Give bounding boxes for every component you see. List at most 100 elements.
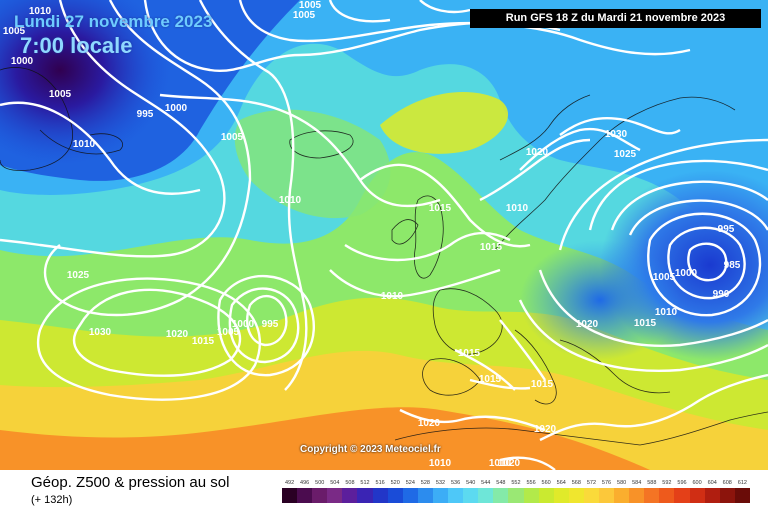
scale-label: 552 bbox=[511, 480, 521, 486]
scale-label: 496 bbox=[300, 480, 310, 486]
isobar-label: 1025 bbox=[67, 270, 90, 281]
scale-swatch bbox=[402, 488, 418, 503]
scale-swatch bbox=[432, 488, 449, 503]
scale-swatch bbox=[674, 488, 690, 503]
scale-label: 532 bbox=[435, 480, 446, 486]
scale-swatch bbox=[342, 488, 358, 503]
isobar-label: 1015 bbox=[479, 374, 502, 385]
scale-swatch bbox=[704, 488, 720, 503]
isobar-label: 1020 bbox=[534, 424, 557, 435]
isobar-label: 1015 bbox=[531, 379, 554, 390]
ridge-lime bbox=[380, 92, 509, 154]
isobar-label: 1000 bbox=[675, 268, 698, 279]
scale-label: 548 bbox=[496, 480, 506, 486]
isobar-label: 1030 bbox=[89, 327, 112, 338]
scale-swatch bbox=[463, 488, 479, 503]
isobar-label: 995 bbox=[137, 109, 154, 120]
isobar-label: 1015 bbox=[458, 348, 481, 359]
scale-label: 600 bbox=[692, 480, 702, 486]
scale-colors bbox=[282, 488, 750, 503]
isobar-label: 990 bbox=[713, 289, 730, 300]
isobar-label: 1010 bbox=[381, 291, 404, 302]
isobars bbox=[0, 0, 768, 470]
legend-footer: Géop. Z500 & pression au sol (+ 132h) 49… bbox=[0, 470, 768, 512]
isobar-label: 1020 bbox=[526, 147, 549, 158]
scale-swatch bbox=[478, 488, 494, 503]
scale-swatch bbox=[327, 488, 343, 503]
scale-swatch bbox=[644, 488, 660, 503]
scale-label: 516 bbox=[375, 480, 385, 486]
coastlines bbox=[0, 67, 768, 446]
scale-label: 596 bbox=[677, 480, 687, 486]
scale-label: 604 bbox=[707, 480, 717, 486]
scale-swatch bbox=[583, 488, 599, 503]
scale-swatch bbox=[297, 488, 313, 503]
scale-label: 544 bbox=[481, 480, 491, 486]
trough-east bbox=[520, 240, 680, 360]
forecast-time: 7:00 locale bbox=[20, 33, 133, 58]
isobar-label: 1005 bbox=[3, 26, 26, 37]
scale-swatch bbox=[523, 488, 539, 503]
isobar-label: 1015 bbox=[429, 203, 452, 214]
color-scale: 492 496 500 504 508 512 516 520 524 528 532 536 540 5… bbox=[282, 479, 750, 503]
isobar-label: 1000 bbox=[232, 319, 255, 330]
geopotential-map: 1010100510051005100010051010995100010051… bbox=[0, 0, 768, 470]
scale-label: 524 bbox=[405, 480, 415, 486]
isobar-label: 985 bbox=[724, 260, 741, 271]
scale-label: 608 bbox=[722, 480, 732, 486]
scale-swatch bbox=[448, 488, 464, 503]
scale-label: 576 bbox=[601, 480, 612, 486]
scale-swatch bbox=[598, 488, 615, 503]
copyright: Copyright © 2023 Meteociel.fr bbox=[300, 444, 441, 455]
scale-swatch bbox=[417, 488, 433, 503]
isobar-label: 1020 bbox=[166, 329, 189, 340]
scale-label: 612 bbox=[737, 480, 747, 486]
scale-labels: 492 496 500 504 508 512 516 520 524 528 532 536 540 5… bbox=[282, 479, 750, 488]
scale-swatch bbox=[719, 488, 735, 503]
scale-swatch bbox=[538, 488, 554, 503]
isobar-label: 1020 bbox=[576, 319, 599, 330]
isobar-label: 1020 bbox=[418, 418, 441, 429]
scale-label: 540 bbox=[466, 480, 476, 486]
isobar-label: 1010 bbox=[506, 203, 529, 214]
isobar-label: 1015 bbox=[192, 336, 215, 347]
isobar-label: 1010 bbox=[489, 458, 512, 469]
map-title: Géop. Z500 & pression au sol bbox=[31, 474, 230, 491]
scale-label: 508 bbox=[345, 480, 355, 486]
scale-label: 560 bbox=[541, 480, 551, 486]
scale-swatch bbox=[387, 488, 403, 503]
isobar-label: 1010 bbox=[29, 6, 52, 17]
run-info: Run GFS 18 Z du Mardi 21 novembre 2023 bbox=[470, 9, 761, 28]
isobar-label: 1005 bbox=[49, 89, 72, 100]
scale-label: 564 bbox=[556, 480, 566, 486]
isobar-label: 1010 bbox=[73, 139, 96, 150]
scale-label: 556 bbox=[526, 480, 536, 486]
scale-label: 504 bbox=[330, 480, 340, 486]
isobar-label: 1010 bbox=[279, 195, 302, 206]
pressure-labels: 1010100510051005100010051010995100010051… bbox=[3, 0, 741, 469]
scale-swatch bbox=[372, 488, 388, 503]
scale-swatch bbox=[357, 488, 373, 503]
scale-label: 492 bbox=[284, 480, 295, 486]
scale-swatch bbox=[508, 488, 524, 503]
isobar-label: 1005 bbox=[217, 327, 240, 338]
scale-swatch bbox=[312, 488, 328, 503]
isobar-label: 1005 bbox=[653, 272, 676, 283]
scale-label: 528 bbox=[420, 480, 430, 486]
scale-swatch bbox=[614, 488, 630, 503]
isobar-label: 1010 bbox=[429, 458, 452, 469]
scale-swatch bbox=[734, 488, 750, 503]
forecast-date: Lundi 27 novembre 2023 bbox=[14, 12, 213, 31]
isobar-label: 1000 bbox=[165, 103, 188, 114]
scale-label: 536 bbox=[450, 480, 461, 486]
isobar-label: 1020 bbox=[498, 458, 521, 469]
isobar-label: 1010 bbox=[655, 307, 678, 318]
scale-swatch bbox=[493, 488, 509, 503]
scale-swatch bbox=[689, 488, 705, 503]
forecast-range: (+ 132h) bbox=[31, 494, 73, 506]
scale-swatch bbox=[553, 488, 569, 503]
scale-swatch bbox=[659, 488, 675, 503]
isobar-label: 1005 bbox=[221, 132, 244, 143]
scale-swatch bbox=[282, 488, 298, 503]
